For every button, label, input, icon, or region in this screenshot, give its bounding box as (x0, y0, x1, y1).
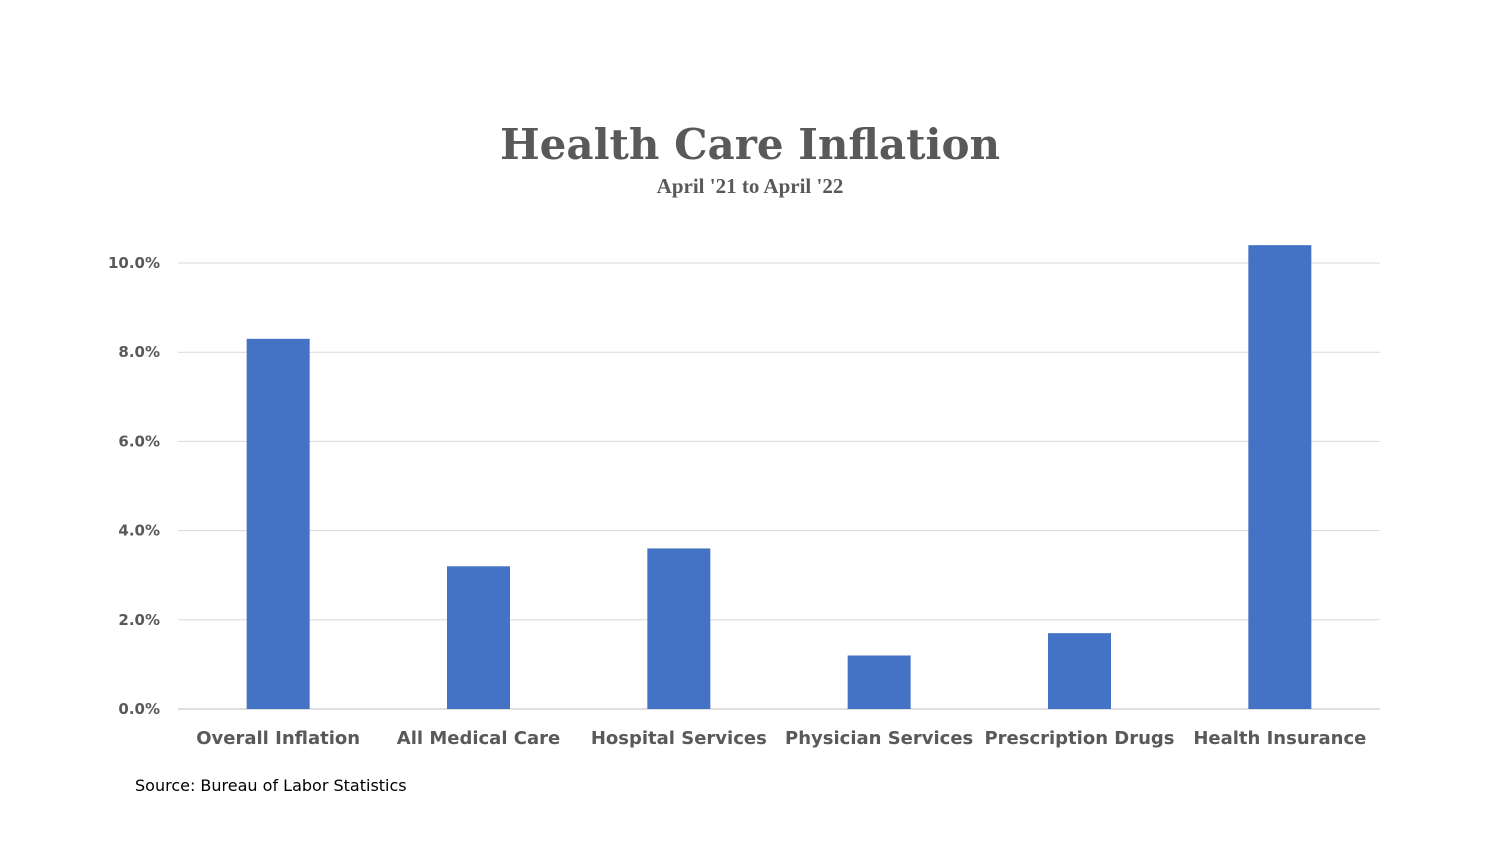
y-tick-label: 0.0% (118, 700, 160, 718)
bar (246, 338, 310, 709)
x-category-label: Prescription Drugs (984, 728, 1174, 749)
bar (847, 655, 911, 709)
source-note: Source: Bureau of Labor Statistics (135, 776, 407, 795)
y-tick-label: 2.0% (118, 611, 160, 629)
x-category-label: Health Insurance (1193, 728, 1366, 749)
x-category-label: All Medical Care (397, 728, 560, 749)
x-category-label: Hospital Services (591, 728, 767, 749)
x-category-label: Overall Inflation (196, 728, 360, 749)
y-tick-label: 6.0% (118, 432, 160, 450)
bar (1048, 633, 1111, 709)
bar (647, 548, 711, 709)
chart-title: Health Care Inflation (499, 120, 1001, 169)
y-tick-label: 10.0% (108, 254, 160, 272)
bar (447, 566, 510, 709)
y-tick-label: 8.0% (118, 343, 160, 361)
bar (1248, 245, 1312, 709)
y-tick-label: 4.0% (118, 522, 160, 540)
x-category-label: Physician Services (785, 728, 973, 749)
chart-subtitle: April '21 to April '22 (656, 174, 844, 198)
